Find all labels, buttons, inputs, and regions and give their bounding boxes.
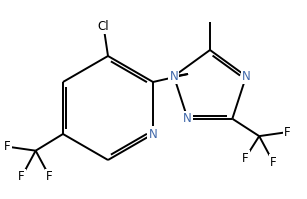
Text: F: F xyxy=(284,126,290,139)
Text: N: N xyxy=(149,128,157,140)
Text: F: F xyxy=(18,170,25,183)
Text: Cl: Cl xyxy=(98,20,109,33)
Text: N: N xyxy=(242,70,251,83)
Text: F: F xyxy=(4,140,11,153)
Text: F: F xyxy=(242,152,248,165)
Text: F: F xyxy=(46,170,53,183)
Text: F: F xyxy=(270,156,277,169)
Text: N: N xyxy=(183,112,192,125)
Text: N: N xyxy=(169,70,178,83)
